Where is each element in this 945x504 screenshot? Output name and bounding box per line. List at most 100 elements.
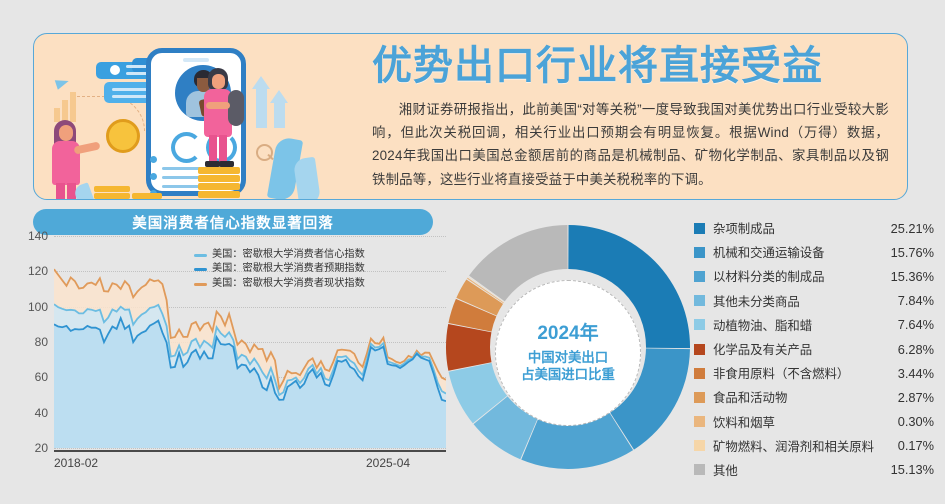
legend-value: 15.13% [890, 462, 934, 478]
legend-swatch [694, 440, 705, 452]
y-tick-label: 140 [27, 229, 48, 243]
donut-segment[interactable] [468, 276, 505, 303]
phone-text-line-2 [162, 176, 228, 179]
donut-svg [446, 225, 691, 469]
y-tick-label: 20 [34, 441, 48, 455]
y-tick-label: 100 [27, 299, 48, 314]
list-item[interactable]: 动植物油、脂和蜡 7.64% [694, 313, 934, 337]
bar-icon-b [62, 100, 68, 122]
hero-text-block: 优势出口行业将直接受益 湘财证券研报指出，此前美国“对等关税”一度导致我国对美优… [372, 42, 889, 191]
list-item[interactable]: 化学品及有关产品 6.28% [694, 337, 934, 361]
search-icon [256, 144, 273, 161]
y-tick-label: 60 [34, 370, 48, 385]
donut-segment[interactable] [610, 348, 690, 450]
arrow-bar-1 [256, 86, 267, 128]
bubble-dot [110, 65, 120, 75]
list-item[interactable]: 矿物燃料、润滑剂和相关原料 0.17% [694, 434, 934, 458]
line-chart-legend: 美国：密歇根大学消费者信心指数 美国：密歇根大学消费者预期指数 美国：密歇根大学消费… [194, 248, 365, 291]
woman-right-leg-2 [219, 135, 227, 163]
donut-center-label: 2024年 中国对美出口 占美国进口比重 [495, 280, 641, 426]
donut-center-year: 2024年 [537, 323, 599, 345]
donut-segment[interactable] [466, 277, 504, 304]
woman-right-shoe-1 [205, 161, 220, 167]
woman-right-face [212, 74, 225, 89]
series-line [54, 268, 446, 392]
legend-label: 机械和交通运输设备 [713, 246, 825, 261]
legend-label: 矿物燃料、润滑剂和相关原料 [713, 439, 875, 454]
legend-item[interactable]: 美国：密歇根大学消费者预期指数 [194, 262, 365, 276]
arrow-head-2 [270, 90, 288, 103]
donut-legend: 杂项制成品 25.21% 机械和交通运输设备 15.76% 以材料分类的制成品 15.36… [694, 216, 934, 482]
woman-right-shoe-2 [219, 161, 234, 167]
legend-value: 0.30% [897, 414, 934, 430]
legend-value: 7.64% [897, 317, 934, 333]
bubble-line-3 [112, 88, 168, 91]
legend-label: 动植物油、脂和蜡 [713, 318, 813, 333]
legend-value: 7.84% [897, 293, 934, 309]
list-item[interactable]: 杂项制成品 25.21% [694, 216, 934, 240]
list-item[interactable]: 食品和活动物 2.87% [694, 385, 934, 409]
gridline [54, 306, 446, 309]
coin-stack-c4 [198, 191, 240, 198]
gridline [54, 271, 446, 273]
coin-stack-c2 [198, 175, 240, 182]
legend-label: 以材料分类的制成品 [713, 270, 825, 285]
x-tick-end: 2025-04 [366, 456, 411, 470]
x-tick-start: 2018-02 [54, 456, 99, 470]
bar-icon-c [70, 92, 76, 122]
donut-center-line2: 占美国进口比重 [521, 367, 615, 383]
woman-right-backpack [228, 90, 244, 126]
legend-value: 6.28% [897, 341, 934, 357]
list-item[interactable]: 其他未分类商品 7.84% [694, 289, 934, 313]
list-item[interactable]: 机械和交通运输设备 15.76% [694, 240, 934, 264]
paper-plane-icon [54, 76, 71, 90]
list-item[interactable]: 其他 15.13% [694, 458, 934, 482]
donut-segment[interactable] [568, 225, 691, 349]
legend-label: 化学品及有关产品 [713, 343, 813, 358]
list-item[interactable]: 饮料和烟草 0.30% [694, 410, 934, 434]
legend-swatch [694, 246, 705, 258]
legend-value: 25.21% [890, 220, 934, 236]
legend-item[interactable]: 美国：密歇根大学消费者信心指数 [194, 248, 365, 262]
hero-illustration [34, 34, 364, 199]
donut-segment[interactable] [456, 279, 504, 316]
y-tick-label: 120 [27, 264, 48, 279]
phone-bullet-2 [150, 173, 157, 180]
legend-label: 饮料和烟草 [713, 415, 775, 430]
phone-bullet-1 [150, 156, 157, 163]
donut-segment[interactable] [448, 298, 497, 332]
gridline [54, 236, 446, 238]
legend-swatch [694, 270, 705, 282]
list-item[interactable]: 非食用原料（不含燃料） 3.44% [694, 361, 934, 385]
legend-value: 3.44% [897, 365, 934, 381]
legend-value: 15.36% [890, 268, 934, 284]
woman-left-face [59, 125, 73, 141]
hero-paragraph: 湘财证券研报指出，此前美国“对等关税”一度导致我国对美优势出口行业受较大影响，但… [372, 101, 889, 187]
legend-swatch [694, 222, 705, 234]
coin-stack-a1 [94, 186, 130, 192]
donut-segment[interactable] [473, 396, 538, 460]
legend-value: 2.87% [897, 389, 934, 405]
woman-left-leg-1 [56, 183, 65, 199]
legend-swatch [194, 268, 207, 272]
donut-chart: 2024年 中国对美出口 占美国进口比重 [443, 222, 693, 484]
hero-panel: 优势出口行业将直接受益 湘财证券研报指出，此前美国“对等关税”一度导致我国对美优… [33, 33, 908, 200]
legend-item[interactable]: 美国：密歇根大学消费者现状指数 [194, 277, 365, 291]
list-item[interactable]: 以材料分类的制成品 15.36% [694, 264, 934, 288]
legend-label: 食品和活动物 [713, 391, 788, 406]
donut-segment[interactable] [448, 362, 508, 424]
gridline [54, 342, 446, 344]
legend-value: 15.76% [890, 244, 934, 260]
legend-label: 杂项制成品 [713, 222, 775, 237]
legend-swatch [694, 464, 705, 476]
legend-swatch [694, 319, 705, 331]
coin-stack-a2 [94, 193, 130, 199]
donut-segment[interactable] [469, 225, 568, 302]
legend-swatch [694, 367, 705, 379]
coin-stack-c5 [198, 199, 240, 200]
donut-segment[interactable] [446, 323, 492, 371]
coin-stack-b1 [132, 193, 162, 199]
donut-segment[interactable] [521, 412, 634, 469]
bar-icon-a [54, 108, 60, 122]
